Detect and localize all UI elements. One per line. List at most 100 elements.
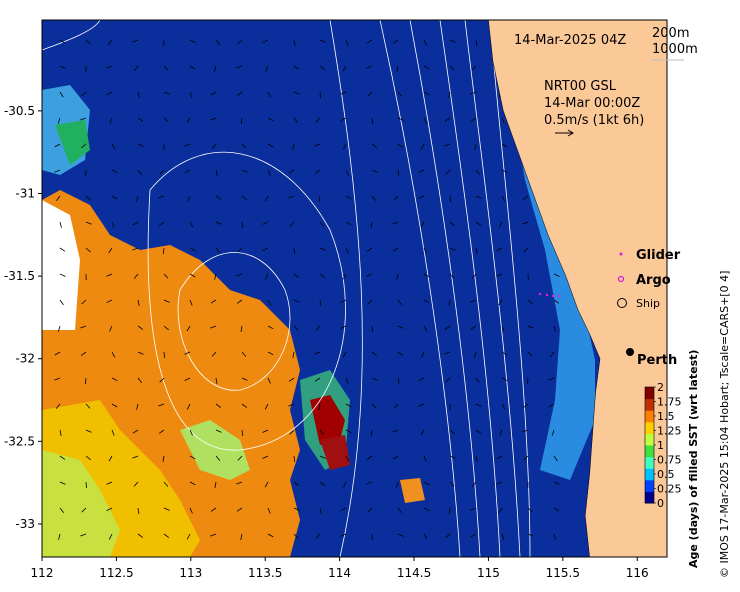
colorbar-tick-label: 1 <box>657 439 664 452</box>
age-patch-lime <box>42 450 120 557</box>
current-vector <box>527 533 534 537</box>
current-vector <box>474 351 477 358</box>
current-vector <box>498 299 503 306</box>
current-vector <box>367 91 373 97</box>
current-vector <box>189 65 196 70</box>
current-vector <box>319 65 325 71</box>
current-vector <box>186 533 191 540</box>
current-vector <box>59 221 62 228</box>
current-vector <box>392 455 399 460</box>
current-vector <box>470 91 477 95</box>
current-vector <box>241 195 247 201</box>
current-vector <box>522 429 529 433</box>
current-vector <box>162 247 165 255</box>
current-vector <box>59 481 66 485</box>
current-vector <box>499 429 503 436</box>
current-vector <box>343 481 347 488</box>
colorbar-tick-label: 0.75 <box>657 454 682 467</box>
current-vector <box>237 39 243 45</box>
datetime-label: 14-Mar-2025 04Z <box>514 33 626 48</box>
current-vector <box>80 533 87 537</box>
current-vector <box>264 481 269 488</box>
bathymetry-contour <box>439 20 501 557</box>
current-vector <box>215 221 222 225</box>
current-vector <box>215 455 221 461</box>
current-vector <box>111 403 118 408</box>
current-vector <box>215 169 218 176</box>
bathymetry-contour <box>42 20 101 51</box>
current-vector <box>423 481 430 486</box>
current-vector <box>449 195 451 203</box>
current-vector <box>553 533 557 540</box>
current-vector <box>549 351 555 357</box>
current-vector <box>448 299 451 306</box>
current-vector <box>213 65 217 72</box>
current-vector <box>215 403 222 408</box>
current-vector <box>215 429 222 433</box>
current-vector <box>215 377 218 384</box>
colorbar-swatch <box>645 445 654 458</box>
current-vector <box>186 403 191 410</box>
current-vector <box>523 247 529 253</box>
glider-marker-icon <box>619 252 623 256</box>
glider-legend: Glider <box>619 248 681 263</box>
current-scale-label: 0.5m/s (1kt 6h) <box>544 113 644 128</box>
current-vector <box>293 91 300 95</box>
current-vector <box>423 299 430 304</box>
current-vector <box>523 403 529 409</box>
current-vector <box>553 481 560 485</box>
current-vector <box>420 221 425 228</box>
current-vector <box>501 351 508 356</box>
current-vector <box>85 195 91 201</box>
glider-track <box>538 292 561 298</box>
current-vector <box>423 507 430 512</box>
current-vector <box>58 533 61 540</box>
current-vector <box>108 533 113 540</box>
current-vector <box>366 273 373 277</box>
current-vector <box>345 195 352 200</box>
current-vector <box>189 507 193 514</box>
current-vector <box>210 117 217 121</box>
current-vector <box>315 325 321 331</box>
current-vector <box>134 65 139 72</box>
current-vector <box>109 325 113 332</box>
x-tick-label: 112.5 <box>99 566 133 580</box>
current-vector <box>184 143 191 147</box>
current-vector <box>111 221 115 228</box>
current-vector <box>475 169 481 175</box>
current-vector <box>132 429 139 434</box>
age-patch-dark-red-2 <box>320 435 350 470</box>
current-vector <box>553 299 560 304</box>
current-vector <box>137 117 144 122</box>
current-vector <box>189 273 196 278</box>
colorbar-tick-label: 1.5 <box>657 410 675 423</box>
current-vector <box>293 39 296 46</box>
current-vector <box>475 195 482 199</box>
current-vector <box>215 39 220 46</box>
current-vector <box>475 39 478 46</box>
current-vector <box>81 299 87 305</box>
ship-legend: Ship <box>617 297 660 310</box>
current-vector <box>215 247 221 253</box>
current-vector <box>85 221 92 225</box>
current-vector <box>471 273 477 279</box>
colorbar-swatch <box>645 421 654 434</box>
current-vector <box>444 325 451 330</box>
current-vector <box>449 65 455 71</box>
current-vector <box>80 117 87 121</box>
current-source-label: NRT00 GSL <box>544 79 617 94</box>
current-vector <box>106 481 113 485</box>
current-vector <box>315 117 321 123</box>
current-vector <box>345 455 350 462</box>
current-vector <box>470 325 477 330</box>
x-tick-label: 113.5 <box>248 566 282 580</box>
bathymetry-contour <box>464 20 521 557</box>
current-vector <box>470 533 477 538</box>
current-vector <box>54 377 61 381</box>
current-vector <box>240 117 243 125</box>
current-vector <box>158 195 165 199</box>
current-vector <box>474 143 477 150</box>
current-vector <box>470 299 477 303</box>
current-vector <box>186 325 191 332</box>
current-vector <box>475 247 478 254</box>
